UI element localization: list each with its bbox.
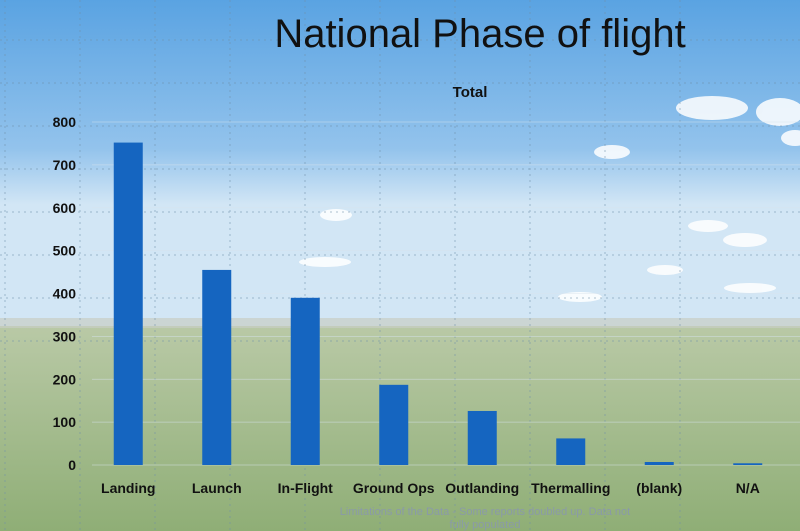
bar-ground-ops [379, 384, 409, 465]
x-tick-label: Landing [101, 480, 155, 496]
bar-blank [644, 461, 674, 465]
y-tick-label: 0 [68, 457, 76, 473]
bar-n-a [733, 463, 763, 465]
y-tick-label: 100 [53, 414, 77, 430]
x-tick-label: Thermalling [531, 480, 610, 496]
bar-outlanding [467, 410, 497, 465]
x-tick-label: (blank) [636, 480, 682, 496]
y-tick-label: 500 [53, 243, 77, 259]
chart-title: Total [452, 84, 488, 101]
bar-thermalling [556, 438, 586, 465]
bar-in-flight [290, 297, 320, 465]
x-tick-label: N/A [736, 480, 760, 496]
page-title: National Phase of flight [274, 12, 686, 56]
y-tick-label: 700 [53, 157, 77, 173]
y-tick-label: 300 [53, 328, 77, 344]
x-tick-label: In-Flight [278, 480, 334, 496]
x-tick-label: Ground Ops [353, 480, 435, 496]
bar-landing [113, 142, 143, 465]
cloud-shapes [299, 96, 800, 302]
y-tick-label: 600 [53, 200, 77, 216]
y-tick-label: 800 [53, 114, 77, 130]
y-tick-label: 400 [53, 286, 77, 302]
bar-launch [202, 269, 232, 465]
x-tick-label: Launch [192, 480, 242, 496]
x-tick-label: Outlanding [445, 480, 519, 496]
y-tick-label: 200 [53, 371, 77, 387]
data-limitations-note: Limitations of the Data - Some reports d… [339, 506, 631, 531]
